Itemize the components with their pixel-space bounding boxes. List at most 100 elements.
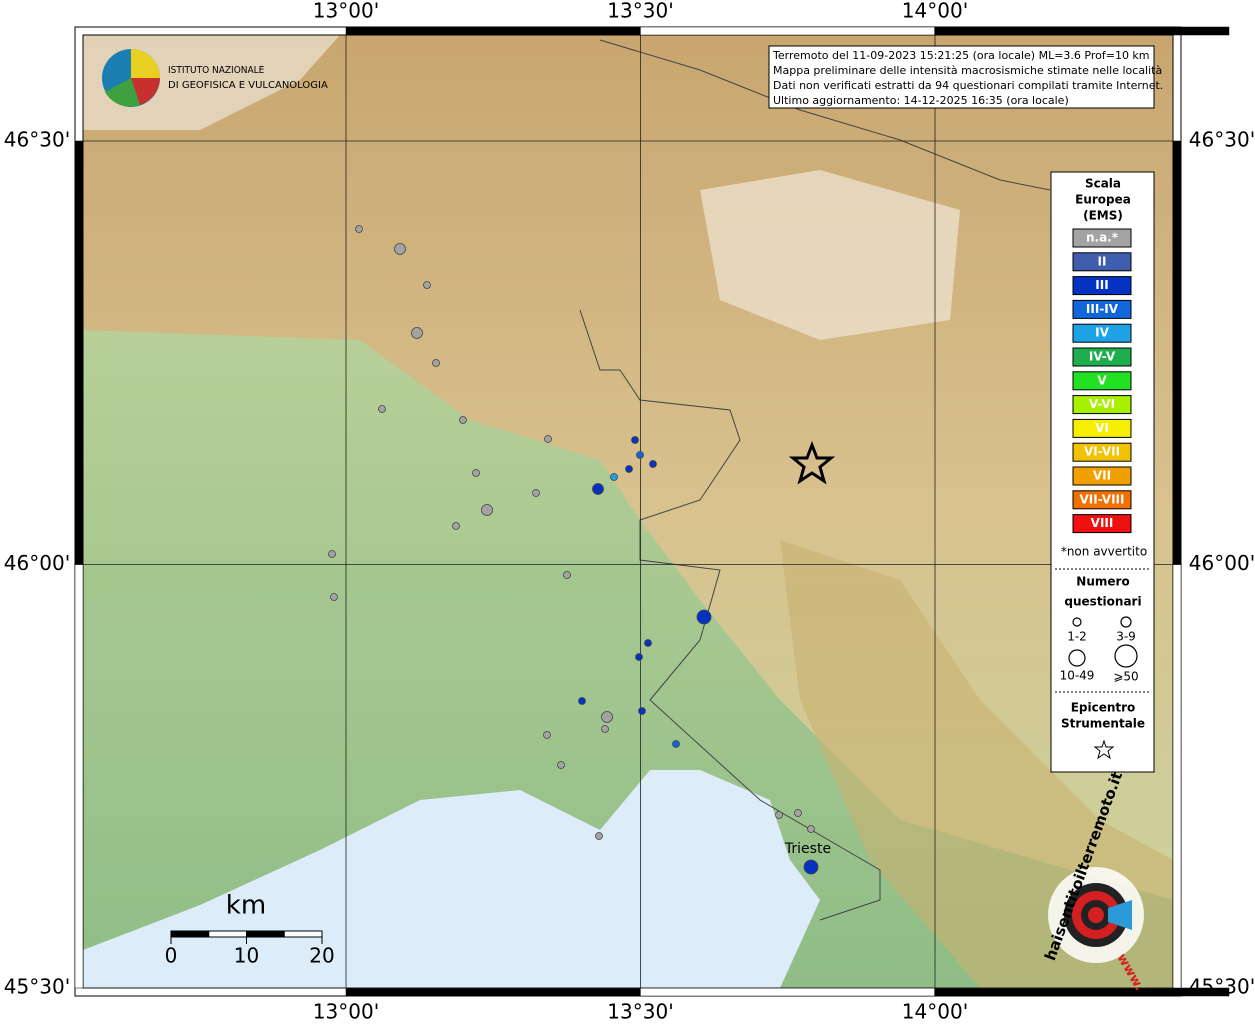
observation-dot bbox=[649, 460, 657, 468]
info-line: Ultimo aggiornamento: 14-12-2025 16:35 (… bbox=[773, 94, 1069, 107]
observation-dot bbox=[610, 473, 618, 481]
place-label: Trieste bbox=[784, 841, 831, 857]
legend-label: III-IV bbox=[1086, 302, 1119, 316]
legend-label: IV bbox=[1095, 326, 1109, 340]
observation-dot bbox=[394, 243, 406, 255]
observation-dot bbox=[803, 859, 819, 875]
legend-swatch bbox=[1072, 276, 1132, 296]
legend-swatch bbox=[1072, 466, 1132, 486]
legend-label: II bbox=[1098, 254, 1107, 268]
observation-dot bbox=[459, 416, 467, 424]
observation-dot bbox=[592, 483, 604, 495]
frame-stripe bbox=[1172, 140, 1182, 565]
lat-tick-label: 45°30' bbox=[1189, 975, 1255, 999]
legend-label: VI-VII bbox=[1084, 445, 1120, 459]
size-label: ⩾50 bbox=[1113, 670, 1138, 684]
legend-swatch bbox=[1072, 371, 1132, 391]
lon-tick-label: 13°00' bbox=[313, 1000, 379, 1024]
legend-title: Numero bbox=[1076, 575, 1129, 589]
observation-dot bbox=[696, 609, 712, 625]
observation-dot bbox=[532, 489, 540, 497]
lon-tick-label: 14°00' bbox=[902, 1000, 968, 1024]
legend-swatch bbox=[1072, 514, 1132, 534]
legend-label: n.a.* bbox=[1086, 231, 1119, 245]
legend-swatch bbox=[1072, 323, 1132, 343]
frame-stripe bbox=[640, 26, 935, 36]
legend-swatch bbox=[1072, 490, 1132, 510]
observation-dot bbox=[472, 469, 480, 477]
legend-swatch bbox=[1072, 299, 1132, 319]
info-box: Terremoto del 11-09-2023 15:21:25 (ora l… bbox=[768, 45, 1163, 109]
observation-dot bbox=[635, 653, 643, 661]
observation-dot bbox=[563, 571, 571, 579]
frame-stripe bbox=[934, 987, 1230, 997]
observation-dot bbox=[330, 593, 338, 601]
lon-tick-label: 13°00' bbox=[313, 0, 379, 23]
scale-segment bbox=[246, 930, 285, 938]
observation-dot bbox=[775, 811, 783, 819]
graticule: 13°00' 13°00' 13°30' 13°30' 14°00' 14°00' 45°3… bbox=[4, 0, 1255, 1024]
observation-dot bbox=[544, 435, 552, 443]
legend-label: IV-V bbox=[1089, 350, 1116, 364]
logo-text: DI GEOFISICA E VULCANOLOGIA bbox=[168, 80, 328, 91]
legend-label: III bbox=[1095, 278, 1108, 292]
observations bbox=[328, 225, 819, 875]
legend-swatch bbox=[1072, 418, 1132, 438]
observation-dot bbox=[672, 740, 680, 748]
legend-label: VI bbox=[1095, 421, 1109, 435]
frame-stripe bbox=[345, 26, 641, 36]
observation-dot bbox=[423, 281, 431, 289]
legend-label: V-VI bbox=[1089, 397, 1115, 411]
legend-label: VII bbox=[1093, 469, 1111, 483]
size-symbol bbox=[1072, 617, 1082, 627]
legend-title: Europea bbox=[1075, 193, 1131, 207]
observation-dot bbox=[595, 832, 603, 840]
observation-dot bbox=[807, 825, 815, 833]
ingv-logo: ISTITUTO NAZIONALE DI GEOFISICA E VULCAN… bbox=[102, 49, 328, 107]
frame-stripe bbox=[345, 987, 641, 997]
observation-dot bbox=[578, 697, 586, 705]
observation-dot bbox=[378, 405, 386, 413]
observation-dot bbox=[557, 761, 565, 769]
frame-stripe bbox=[1172, 564, 1182, 989]
observation-dot bbox=[452, 522, 460, 530]
scale-label: 20 bbox=[309, 944, 334, 968]
observation-dot bbox=[638, 707, 646, 715]
observation-dot bbox=[355, 225, 363, 233]
size-label: 10-49 bbox=[1060, 669, 1095, 683]
terrain bbox=[83, 35, 1173, 988]
scale-segment bbox=[283, 930, 323, 938]
info-line: Mappa preliminare delle intensità macros… bbox=[773, 64, 1162, 77]
scale-unit: km bbox=[226, 891, 266, 921]
observation-dot bbox=[432, 359, 440, 367]
scale-bar: km 0 10 20 bbox=[165, 891, 335, 968]
frame-stripe bbox=[74, 140, 84, 565]
legend-swatch bbox=[1072, 347, 1132, 367]
observation-dot bbox=[644, 639, 652, 647]
legend-swatch bbox=[1072, 442, 1132, 462]
logo-text: ISTITUTO NAZIONALE bbox=[168, 65, 265, 76]
scale-segment bbox=[208, 930, 247, 938]
observation-dot bbox=[328, 550, 336, 558]
observation-dot bbox=[794, 809, 802, 817]
observation-dot bbox=[636, 451, 644, 459]
info-line: Terremoto del 11-09-2023 15:21:25 (ora l… bbox=[772, 49, 1150, 62]
size-symbol bbox=[1120, 616, 1132, 628]
observation-dot bbox=[631, 436, 639, 444]
scale-segment bbox=[170, 930, 210, 938]
legend-star bbox=[1093, 739, 1115, 760]
lat-tick-label: 46°00' bbox=[4, 551, 70, 575]
lat-tick-label: 46°30' bbox=[4, 128, 70, 152]
size-symbol bbox=[1068, 649, 1086, 667]
frame-stripe bbox=[640, 987, 935, 997]
frame-stripe bbox=[74, 564, 84, 989]
epicenter-star bbox=[788, 440, 836, 485]
observation-dot bbox=[601, 711, 613, 723]
legend-label: V bbox=[1097, 373, 1107, 387]
legend-title: questionari bbox=[1064, 595, 1141, 609]
scale-label: 0 bbox=[165, 944, 178, 968]
info-line: Dati non verificati estratti da 94 quest… bbox=[773, 79, 1163, 92]
legend-label: VIII bbox=[1091, 516, 1114, 530]
lon-tick-label: 14°00' bbox=[902, 0, 968, 23]
